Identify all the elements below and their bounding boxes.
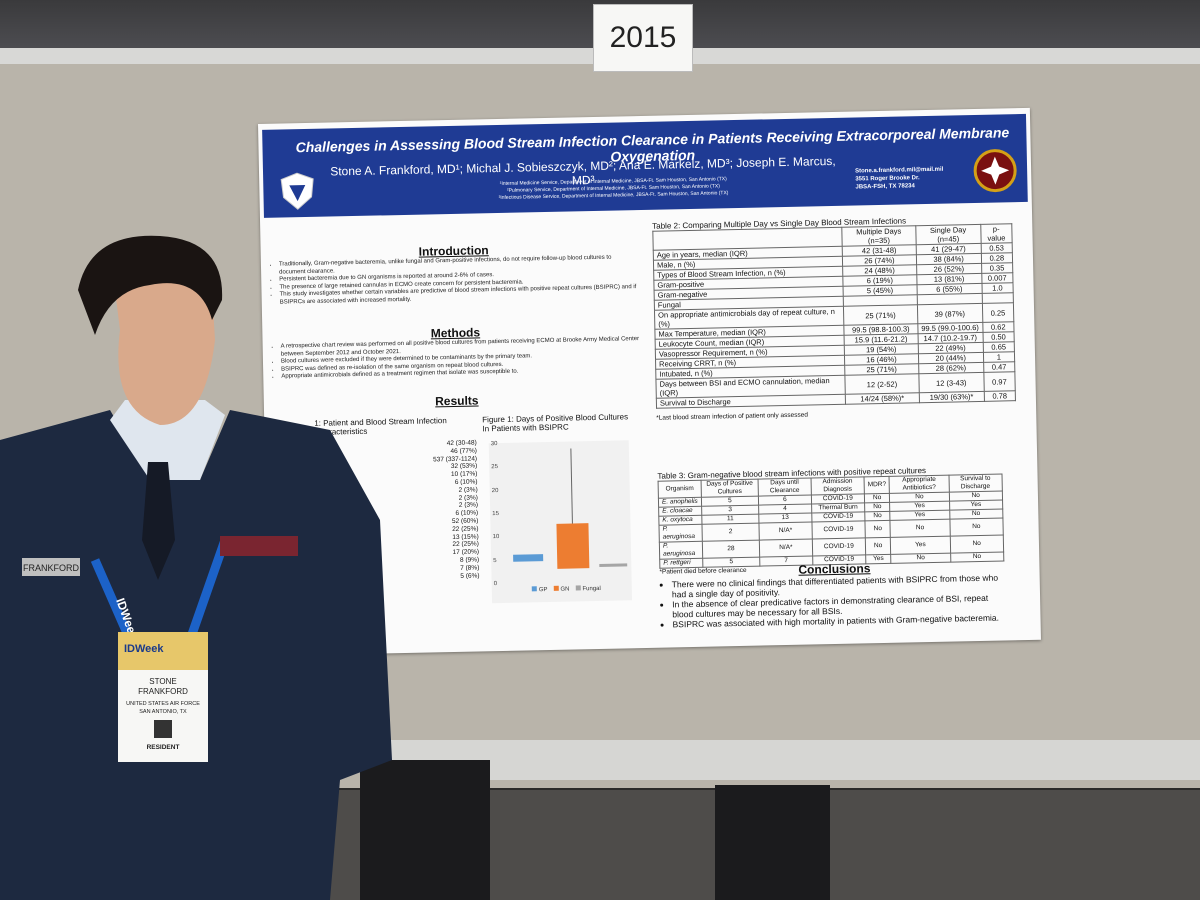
tie [142,462,175,580]
logo-left [280,172,314,210]
background-legs [715,785,830,900]
logo-right [973,149,1017,193]
badge-city: SAN ANTONIO, TX [139,709,187,715]
figure: Figure 1: Days of Positive Blood Culture… [482,412,636,605]
badge-role: RESIDENT [147,744,180,751]
badge-last-name: FRANKFORD [138,687,188,696]
lanyard-strap [90,538,230,642]
board-frame [380,740,1200,780]
badge-header [118,632,208,670]
ribbons [220,536,298,556]
shirt [110,400,225,480]
face [115,275,215,425]
badge-first-name: STONE [149,677,176,686]
badge-org: UNITED STATES AIR FORCE [126,701,200,707]
whisker [570,448,573,524]
boxplot [513,448,628,569]
nametag-plate [22,558,80,576]
board-number: 2015 [593,4,693,72]
box-fungal [599,563,628,567]
background-legs [360,760,490,900]
hair [78,235,223,335]
box-gp [513,554,544,562]
poster: Challenges in Assessing Blood Stream Inf… [258,107,1041,656]
qr-code [154,720,172,738]
nametag: FRANKFORD [23,563,80,573]
box-gn [556,523,590,569]
poster-banner: Challenges in Assessing Blood Stream Inf… [262,113,1028,218]
badge-event: IDWeek [124,643,164,655]
